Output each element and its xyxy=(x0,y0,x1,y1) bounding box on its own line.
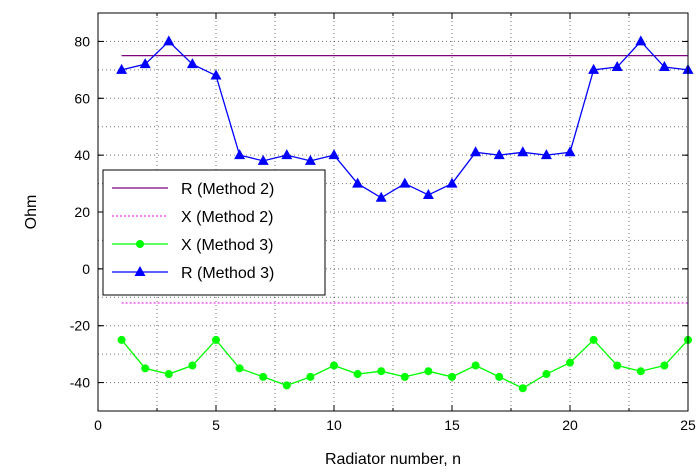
data-point xyxy=(658,61,670,72)
data-point xyxy=(282,381,291,390)
data-point xyxy=(306,372,315,381)
data-point xyxy=(353,370,362,379)
data-point xyxy=(116,63,128,74)
legend-label: R (Method 3) xyxy=(181,265,274,282)
data-point xyxy=(566,358,574,367)
x-tick-label: 0 xyxy=(94,417,102,433)
data-point xyxy=(330,361,338,370)
y-tick-label: 80 xyxy=(74,33,90,49)
y-tick-label: -40 xyxy=(70,375,90,391)
data-point xyxy=(399,177,411,188)
data-point xyxy=(234,149,246,160)
data-point xyxy=(328,149,340,160)
data-point xyxy=(540,149,552,160)
axis-ticks: 0 5 10 15 20 25 -40 -20 0 20 40 60 80 xyxy=(70,13,696,433)
data-point xyxy=(235,364,244,373)
y-axis-title: Ohm xyxy=(23,195,40,230)
x-axis-title: Radiator number, n xyxy=(325,451,461,468)
data-point xyxy=(517,146,529,157)
data-point xyxy=(212,335,220,344)
legend-label: X (Method 3) xyxy=(181,237,273,254)
data-point xyxy=(424,367,433,376)
data-point xyxy=(495,372,504,381)
data-point xyxy=(518,384,527,393)
data-point xyxy=(188,361,197,370)
x-tick-label: 20 xyxy=(562,417,578,433)
y-tick-label: 60 xyxy=(74,90,90,106)
y-tick-label: 20 xyxy=(74,204,90,220)
x-tick-label: 10 xyxy=(326,417,342,433)
data-point xyxy=(493,149,505,160)
data-point xyxy=(589,335,598,344)
legend-label: R (Method 2) xyxy=(181,181,274,198)
y-tick-label: 0 xyxy=(82,261,90,277)
series-layer xyxy=(116,35,694,393)
data-point xyxy=(164,370,173,379)
data-point xyxy=(660,361,669,370)
x-tick-label: 5 xyxy=(212,417,220,433)
data-point xyxy=(542,370,551,379)
data-point xyxy=(422,188,434,199)
data-point xyxy=(163,35,175,46)
x-tick-label: 15 xyxy=(444,417,460,433)
series-line xyxy=(121,338,689,389)
data-point xyxy=(446,177,458,188)
legend-label: X (Method 2) xyxy=(181,209,273,226)
legend-marker xyxy=(134,266,146,276)
data-point xyxy=(117,335,126,344)
data-point xyxy=(259,372,268,381)
data-point xyxy=(613,361,622,370)
data-point xyxy=(141,364,150,373)
data-point xyxy=(210,69,222,80)
data-point xyxy=(611,61,623,72)
y-tick-label: -20 xyxy=(70,318,90,334)
data-point xyxy=(377,367,386,376)
data-point xyxy=(400,372,409,381)
legend-marker xyxy=(136,240,144,248)
series-3 xyxy=(116,35,694,202)
data-point xyxy=(139,58,151,69)
data-point xyxy=(257,154,269,165)
y-tick-label: 40 xyxy=(74,147,90,163)
data-point xyxy=(304,154,316,165)
data-point xyxy=(352,177,364,188)
data-point xyxy=(564,146,576,157)
data-point xyxy=(375,191,387,202)
data-point xyxy=(448,372,456,381)
data-point xyxy=(471,361,480,370)
data-point xyxy=(635,35,647,46)
legend: R (Method 2) X (Method 2) X (Method 3) R (M… xyxy=(102,169,326,296)
data-point xyxy=(636,367,645,376)
series-2 xyxy=(117,335,692,393)
data-point xyxy=(588,63,600,74)
x-tick-label: 25 xyxy=(680,417,696,433)
data-point xyxy=(281,149,293,160)
data-point xyxy=(186,58,198,69)
data-point xyxy=(470,146,482,157)
